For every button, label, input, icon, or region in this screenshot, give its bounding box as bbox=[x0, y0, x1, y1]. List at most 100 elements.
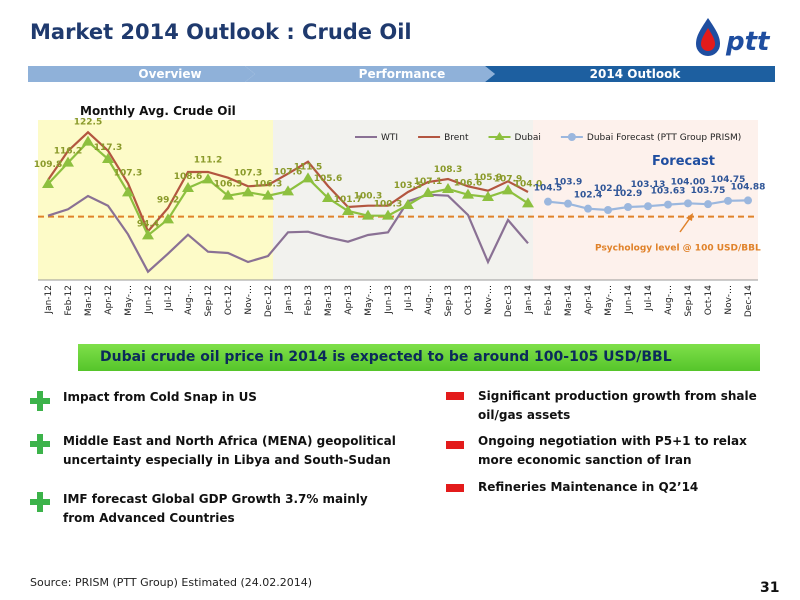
point-marker bbox=[162, 213, 174, 224]
data-label: 104.75 bbox=[711, 175, 746, 185]
x-tick-label: May-… bbox=[364, 285, 374, 316]
page-number: 31 bbox=[760, 580, 780, 596]
series-line bbox=[47, 193, 529, 274]
slide-title: Market 2014 Outlook : Crude Oil bbox=[30, 20, 412, 44]
chart-title: Monthly Avg. Crude Oil bbox=[80, 104, 236, 118]
x-tick-label: Jan-12 bbox=[44, 285, 54, 315]
data-label: 111.5 bbox=[294, 162, 322, 172]
period-forecast bbox=[533, 120, 758, 280]
x-tick-label: Aug-… bbox=[664, 285, 674, 315]
data-label: 104.88 bbox=[731, 182, 766, 192]
data-label: 106.6 bbox=[454, 179, 482, 189]
legend-label: WTI bbox=[381, 133, 398, 143]
annotation: Forecast bbox=[652, 154, 715, 169]
data-label: 122.5 bbox=[74, 118, 102, 128]
data-label: 104.5 bbox=[534, 184, 562, 194]
period-2013 bbox=[273, 120, 533, 280]
point-marker bbox=[422, 187, 434, 197]
point-marker bbox=[724, 196, 732, 205]
x-tick-label: Oct-13 bbox=[464, 285, 474, 315]
x-tick-label: Mar-12 bbox=[84, 285, 94, 316]
point-marker bbox=[262, 189, 274, 200]
chart: Monthly Avg. Crude Oil Jan-12 Feb-12 Mar-1… bbox=[34, 104, 766, 317]
logo-text: ptt bbox=[725, 27, 771, 57]
negative-item: Ongoing negotiation with P5+1 to relax m… bbox=[478, 434, 747, 467]
data-label: 107.1 bbox=[414, 177, 442, 187]
point-marker bbox=[202, 173, 214, 184]
x-tick-label: Feb-12 bbox=[64, 285, 74, 316]
x-tick-label: Jul-12 bbox=[164, 285, 174, 312]
data-label: 117.3 bbox=[94, 143, 122, 153]
data-label: 103.75 bbox=[691, 186, 726, 196]
legend-label: Dubai Forecast (PTT Group PRISM) bbox=[587, 133, 741, 143]
data-label: 107.9 bbox=[494, 174, 522, 184]
data-label: 107.6 bbox=[274, 167, 302, 177]
data-label: 106.3 bbox=[214, 180, 242, 190]
x-tick-label: Mar-13 bbox=[324, 285, 334, 316]
x-tick-label: Sep-14 bbox=[684, 285, 694, 317]
negative-item: Refineries Maintenance in Q2’14 bbox=[478, 480, 699, 494]
point-marker bbox=[482, 191, 494, 201]
point-marker bbox=[82, 135, 94, 146]
x-tick-label: Jan-13 bbox=[284, 285, 294, 315]
legend-label: Dubai bbox=[515, 133, 541, 143]
x-tick-label: Apr-12 bbox=[104, 285, 114, 315]
nav-label: Performance bbox=[359, 67, 446, 81]
point-marker bbox=[302, 172, 314, 183]
positive-item: IMF forecast Global GDP Growth 3.7% main… bbox=[63, 492, 368, 525]
x-tick-label: Sep-12 bbox=[204, 285, 214, 317]
data-label: 103.13 bbox=[631, 180, 666, 190]
positive-item: Impact from Cold Snap in US bbox=[63, 390, 257, 404]
point-marker bbox=[282, 185, 294, 196]
x-tick-label: Jun-14 bbox=[624, 285, 634, 315]
point-marker bbox=[242, 186, 254, 197]
x-tick-label: Mar-14 bbox=[564, 285, 574, 316]
data-label: 116.2 bbox=[54, 147, 82, 157]
x-tick-label: Aug-… bbox=[424, 285, 434, 315]
x-tick-label: Jan-14 bbox=[524, 285, 534, 315]
data-label: 100.3 bbox=[354, 192, 382, 202]
nav-label: Overview bbox=[138, 67, 201, 81]
x-tick-label: Dec-14 bbox=[744, 285, 754, 317]
reference-label: Psychology level @ 100 USD/BBL bbox=[595, 244, 761, 254]
data-label: 103.5 bbox=[394, 181, 422, 191]
x-tick-label: May-… bbox=[604, 285, 614, 316]
x-tick-label: Jul-13 bbox=[404, 285, 414, 312]
nav-label: 2014 Outlook bbox=[590, 67, 682, 81]
point-marker bbox=[644, 202, 652, 211]
point-marker bbox=[102, 153, 114, 163]
point-marker bbox=[62, 156, 74, 167]
legend-marker bbox=[494, 132, 505, 140]
point-marker bbox=[744, 196, 752, 205]
x-tick-label: Apr-13 bbox=[344, 285, 354, 315]
point-marker bbox=[402, 199, 414, 209]
point-marker bbox=[704, 200, 712, 209]
x-tick-label: Dec-12 bbox=[264, 285, 274, 317]
series-line bbox=[47, 130, 529, 234]
nav-tab bbox=[485, 66, 775, 82]
point-marker bbox=[544, 197, 552, 206]
data-label: 108.3 bbox=[434, 165, 462, 175]
x-tick-label: Feb-14 bbox=[544, 285, 554, 316]
point-marker bbox=[142, 229, 154, 240]
nav-bar: Overview Performance 2014 Outlook bbox=[28, 66, 775, 82]
x-tick-label: Aug-… bbox=[184, 285, 194, 315]
x-tick-label: Oct-12 bbox=[224, 285, 234, 315]
point-marker bbox=[624, 203, 632, 211]
data-label: 107.3 bbox=[234, 168, 262, 178]
point-marker bbox=[564, 199, 572, 208]
point-marker bbox=[502, 184, 514, 195]
point-marker bbox=[522, 197, 534, 208]
source: Source: PRISM (PTT Group) Estimated (24.… bbox=[30, 576, 313, 589]
annotation-arrowhead bbox=[686, 213, 693, 221]
x-tick-label: Jun-13 bbox=[384, 285, 394, 315]
point-marker bbox=[462, 188, 474, 199]
minus-icon bbox=[446, 441, 464, 449]
point-marker bbox=[442, 183, 454, 193]
x-tick-label: Nov-… bbox=[724, 285, 734, 315]
data-label: 101.7 bbox=[334, 195, 362, 205]
annotation-arrow bbox=[679, 217, 691, 233]
negative-item: Significant production growth from shale… bbox=[478, 389, 757, 422]
positive-item: Middle East and North Africa (MENA) geop… bbox=[63, 434, 396, 467]
